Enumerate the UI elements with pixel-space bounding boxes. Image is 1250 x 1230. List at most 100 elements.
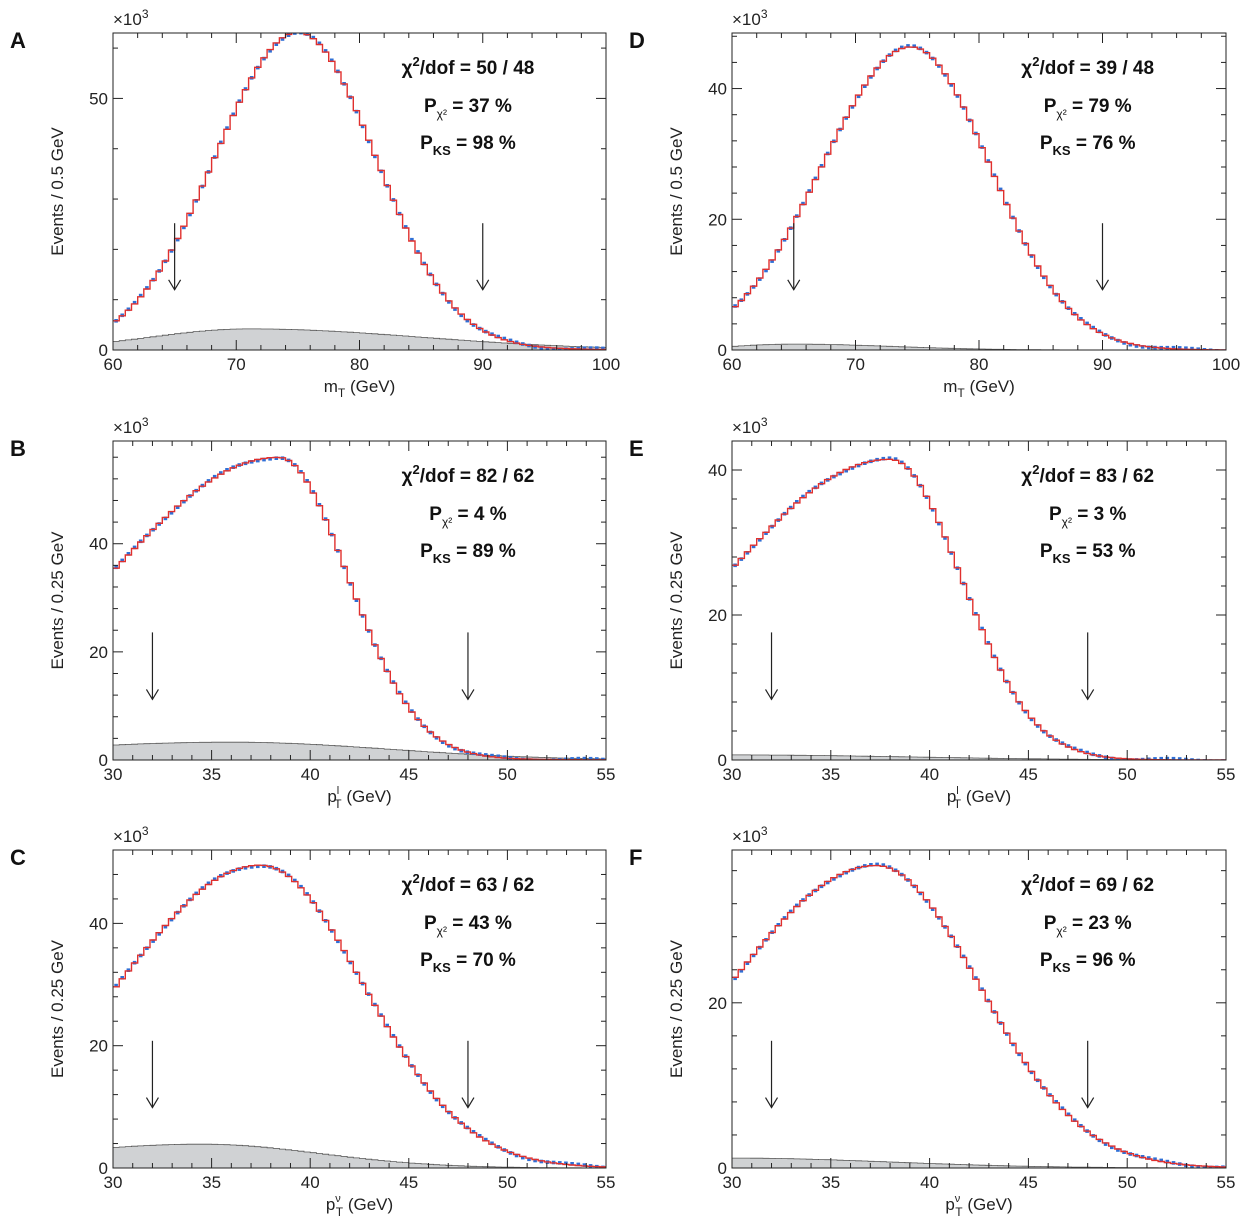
data-point — [434, 736, 439, 740]
y-axis-label: Events / 0.25 GeV — [48, 531, 67, 670]
data-point — [422, 1082, 426, 1086]
data-point — [601, 346, 605, 350]
data-point — [576, 756, 581, 760]
y-multiplier: ×103 — [732, 824, 768, 846]
y-tick-label: 20 — [89, 643, 108, 662]
x-axis-label: mT (GeV) — [324, 377, 396, 400]
y-tick-label: 0 — [99, 751, 108, 770]
data-point — [558, 1161, 562, 1165]
data-point — [1190, 346, 1194, 350]
y-axis-label: Events / 0.25 GeV — [667, 531, 686, 670]
data-point — [1066, 744, 1071, 748]
data-point — [807, 189, 811, 193]
data-point — [795, 500, 799, 504]
data-point — [243, 866, 248, 870]
plot-frame — [731, 440, 1227, 761]
data-point — [311, 490, 316, 494]
data-point — [564, 757, 568, 760]
data-point — [366, 139, 371, 144]
data-point — [924, 899, 929, 903]
data-point — [286, 33, 291, 37]
data-point — [440, 740, 445, 744]
cut-arrow — [787, 223, 801, 291]
data-point — [1184, 346, 1188, 350]
data-point — [930, 907, 935, 911]
data-point — [151, 939, 155, 943]
data-point — [1122, 341, 1126, 345]
data-point — [385, 1023, 389, 1028]
y-multiplier: ×103 — [113, 7, 149, 29]
data-point — [1140, 345, 1145, 349]
p-ks-stat: PKS = 98 % — [420, 133, 516, 158]
plot-area — [732, 456, 1226, 760]
background-histogram — [113, 1143, 606, 1168]
data-point — [1196, 1165, 1200, 1168]
data-point — [317, 503, 322, 507]
data-point — [373, 154, 377, 159]
plot-frame — [112, 849, 607, 1169]
data-point — [194, 199, 198, 203]
x-axis-label: mT (GeV) — [943, 377, 1015, 400]
x-tick-label: 30 — [723, 1173, 742, 1192]
y-tick-label: 40 — [708, 80, 727, 99]
data-point — [403, 700, 408, 705]
plot-frame — [112, 440, 607, 761]
fit-histogram — [732, 46, 1226, 350]
y-tick-label: 20 — [708, 210, 727, 229]
chi2-dof-stat: χ2/dof = 50 / 48 — [402, 54, 535, 79]
data-point — [219, 140, 223, 145]
data-point — [514, 1153, 519, 1158]
data-point — [788, 909, 793, 914]
data-point — [200, 886, 205, 890]
data-point — [1054, 1100, 1058, 1104]
cut-arrow — [461, 632, 475, 701]
data-point — [293, 878, 297, 883]
data-point — [545, 346, 550, 350]
data-point — [256, 458, 260, 463]
p-ks-stat: PKS = 96 % — [1040, 950, 1136, 975]
data-point — [801, 201, 805, 206]
data-point — [1060, 1106, 1065, 1110]
data-point — [733, 976, 737, 981]
data-point — [1029, 1070, 1034, 1075]
data-point — [1048, 284, 1052, 289]
x-tick-label: 50 — [1118, 765, 1137, 784]
plot-area — [113, 864, 606, 1168]
data-point — [1165, 1159, 1170, 1164]
x-tick-label: 55 — [597, 1173, 616, 1192]
data-point — [1023, 709, 1028, 714]
data-point — [570, 1162, 574, 1166]
panel-f: 30 35 40 45 50 55 0 20 ×103 F Events / 0.25 GeV pν T… — [629, 824, 1235, 1219]
y-multiplier: ×103 — [732, 415, 768, 437]
data-point — [477, 1134, 482, 1138]
x-tick-label: 30 — [104, 1173, 123, 1192]
data-point — [1035, 265, 1040, 269]
data-point — [570, 757, 574, 760]
data-point — [1072, 746, 1077, 751]
fit-histogram — [113, 33, 606, 350]
data-point — [219, 471, 223, 475]
plot-area — [732, 862, 1226, 1168]
chi2-dof-stat: χ2/dof = 82 / 62 — [402, 462, 535, 487]
data-point — [807, 489, 811, 494]
data-point — [937, 916, 941, 920]
data-point — [1042, 275, 1046, 280]
data-point — [126, 307, 131, 312]
x-tick-label: 40 — [301, 1173, 320, 1192]
data-point — [801, 494, 805, 499]
data-point — [1005, 1032, 1009, 1036]
data-point — [157, 932, 161, 936]
data-point — [1029, 254, 1034, 258]
data-point — [838, 873, 842, 878]
data-point — [1147, 1156, 1151, 1160]
data-point — [918, 891, 923, 896]
data-point — [1159, 756, 1163, 760]
data-point — [280, 37, 285, 41]
data-point — [533, 1158, 537, 1163]
data-point — [354, 109, 359, 114]
data-point — [145, 286, 149, 290]
data-point — [1085, 321, 1089, 326]
data-point — [974, 976, 978, 980]
y-tick-label: 50 — [89, 89, 108, 108]
data-point — [974, 612, 978, 616]
